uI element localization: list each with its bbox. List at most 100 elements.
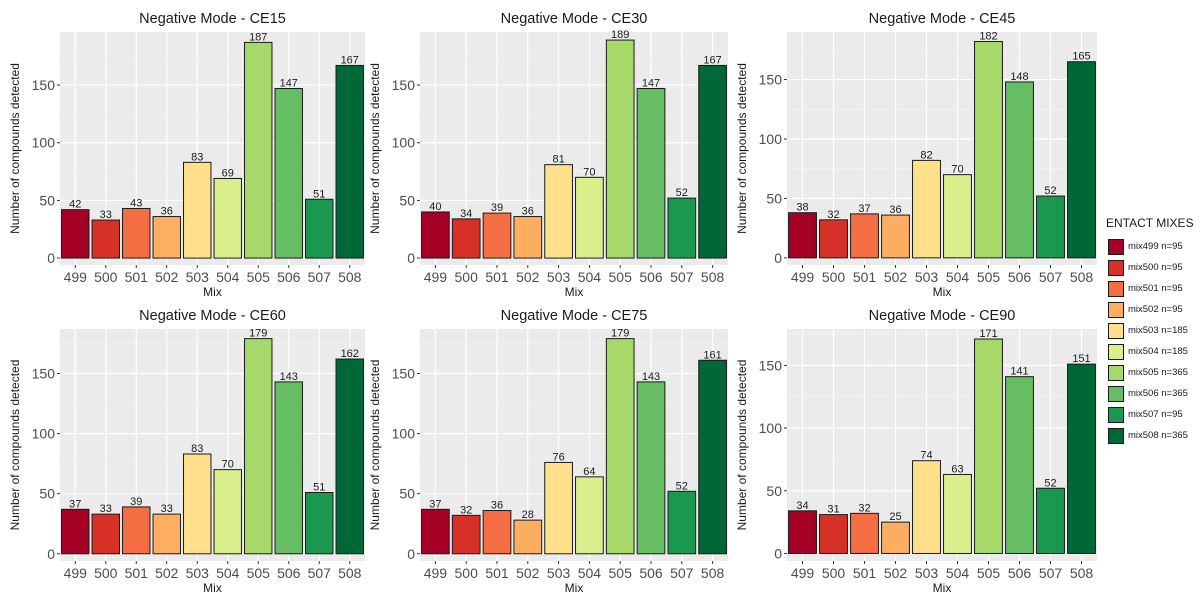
x-tick-label: 499 — [424, 565, 448, 581]
bar — [1005, 81, 1034, 259]
bar — [482, 510, 512, 555]
y-axis-label: Number of compounds detected — [8, 63, 22, 234]
bar — [881, 521, 910, 554]
bar — [1036, 487, 1065, 554]
x-tick-label: 508 — [701, 565, 725, 581]
bar — [605, 338, 635, 555]
bar — [819, 219, 848, 259]
bar — [482, 212, 512, 259]
legend-swatch — [1108, 385, 1124, 402]
bar-value-label: 52 — [1044, 185, 1056, 197]
x-tick-label: 508 — [701, 269, 725, 285]
bar — [1067, 363, 1096, 554]
bar-value-label: 36 — [522, 206, 534, 218]
bar-value-label: 51 — [313, 481, 325, 493]
bar — [667, 197, 697, 259]
x-tick-label: 503 — [186, 269, 210, 285]
bar-value-label: 39 — [491, 202, 503, 214]
x-tick-label: 502 — [516, 269, 540, 285]
bar-value-label: 167 — [341, 54, 359, 66]
bar — [335, 358, 364, 555]
x-tick-label: 506 — [277, 565, 301, 581]
x-tick-label: 501 — [485, 565, 509, 581]
x-tick-label: 507 — [1039, 269, 1063, 285]
x-tick-label: 505 — [247, 565, 271, 581]
bar-value-label: 182 — [979, 31, 997, 43]
y-tick-label: 150 — [32, 77, 56, 93]
bar-value-label: 34 — [460, 208, 472, 220]
x-tick-label: 508 — [1070, 565, 1094, 581]
bar-value-label: 34 — [796, 500, 808, 512]
x-tick-label: 504 — [578, 565, 602, 581]
x-tick-label: 503 — [915, 565, 939, 581]
bar — [213, 469, 242, 555]
bar-value-label: 37 — [858, 203, 870, 215]
y-axis-label: Number of compounds detected — [735, 360, 749, 531]
x-tick-label: 504 — [216, 269, 240, 285]
x-tick-label: 507 — [308, 269, 332, 285]
bar — [575, 176, 604, 259]
bar-value-label: 37 — [429, 498, 441, 510]
y-tick-label: 0 — [407, 250, 415, 266]
legend-item: mix500 n=95 — [1106, 257, 1203, 278]
chart-panel: 0 50 100 150 37 32 36 28 76 64 179 143 52 161 499 500 50… — [368, 308, 728, 595]
y-tick-label: 50 — [399, 486, 415, 502]
bar-value-label: 52 — [676, 480, 688, 492]
x-tick-label: 500 — [455, 269, 479, 285]
legend-title: ENTACT MIXES — [1106, 216, 1194, 230]
legend-label: mix504 n=185 — [1128, 346, 1188, 357]
bar-value-label: 148 — [1010, 71, 1028, 83]
bar-value-label: 31 — [827, 504, 839, 516]
legend-item: mix508 n=365 — [1106, 425, 1203, 446]
x-axis-label: Mix — [933, 581, 952, 595]
bar — [244, 41, 273, 259]
x-tick-label: 501 — [853, 269, 877, 285]
bar — [91, 219, 120, 259]
legend-label: mix507 n=95 — [1128, 409, 1183, 420]
x-tick-label: 499 — [791, 565, 815, 581]
x-tick-label: 503 — [547, 269, 571, 285]
bar-value-label: 147 — [280, 78, 298, 90]
x-tick-label: 505 — [609, 565, 633, 581]
bar-value-label: 40 — [429, 201, 441, 213]
bar-value-label: 64 — [583, 466, 595, 478]
bar — [850, 512, 879, 554]
chart-panel: 0 50 100 150 38 32 37 36 82 70 182 148 52 165 499 500 50… — [735, 11, 1097, 299]
bar — [183, 161, 212, 259]
y-axis-label: Number of compounds detected — [368, 63, 382, 234]
bar-value-label: 32 — [858, 502, 870, 514]
bar-value-label: 179 — [611, 328, 629, 340]
bar — [305, 491, 334, 555]
bar-value-label: 151 — [1072, 353, 1090, 365]
x-tick-label: 504 — [578, 269, 602, 285]
bar — [912, 159, 941, 259]
x-tick-label: 505 — [609, 269, 633, 285]
x-axis-label: Mix — [203, 581, 222, 595]
bar-value-label: 143 — [642, 371, 660, 383]
bar — [943, 473, 972, 554]
bar — [122, 207, 151, 259]
y-tick-label: 0 — [47, 250, 55, 266]
x-tick-label: 508 — [338, 269, 362, 285]
y-tick-label: 100 — [759, 131, 783, 147]
bar-value-label: 63 — [951, 463, 963, 475]
x-tick-label: 501 — [125, 269, 149, 285]
x-tick-label: 499 — [791, 269, 815, 285]
y-tick-label: 50 — [399, 192, 415, 208]
bar — [274, 88, 303, 259]
x-tick-label: 500 — [94, 269, 118, 285]
bar — [698, 64, 727, 259]
legend-label: mix506 n=365 — [1128, 388, 1188, 399]
x-tick-label: 500 — [94, 565, 118, 581]
chart-panel: 0 50 100 150 40 34 39 36 81 70 189 147 52 167 499 500 50… — [368, 11, 728, 299]
y-tick-label: 100 — [32, 135, 56, 151]
bar — [244, 338, 273, 555]
bar-value-label: 143 — [280, 371, 298, 383]
bar — [152, 513, 181, 555]
y-tick-label: 0 — [407, 546, 415, 562]
bar-value-label: 32 — [460, 504, 472, 516]
x-axis-label: Mix — [565, 581, 584, 595]
x-tick-label: 505 — [977, 269, 1001, 285]
bar — [183, 453, 212, 555]
x-axis-label: Mix — [203, 285, 222, 299]
